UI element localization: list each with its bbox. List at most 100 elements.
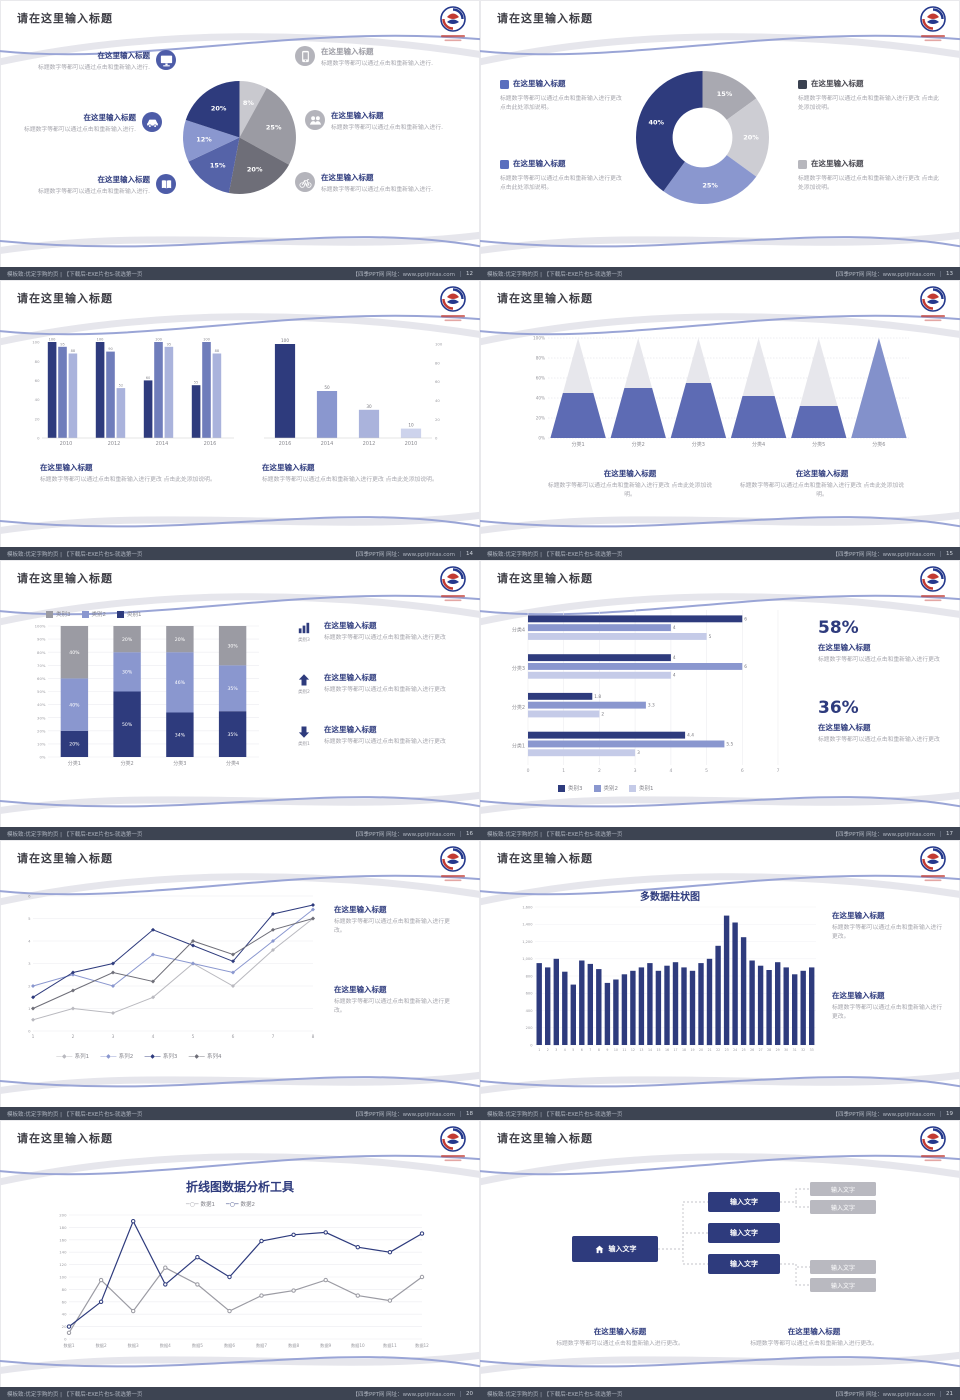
svg-text:4: 4 — [673, 625, 676, 631]
icon-label: 类别1 — [298, 742, 310, 747]
svg-text:9: 9 — [606, 1048, 608, 1052]
svg-text:80: 80 — [35, 359, 40, 364]
legend-label: 系列2 — [118, 1054, 134, 1060]
svg-text:40%: 40% — [37, 702, 46, 707]
check-item-title: 在这里输入标题 — [513, 159, 566, 168]
svg-text:50: 50 — [324, 385, 330, 390]
svg-text:15: 15 — [656, 1048, 660, 1052]
slide-title: 请在这里输入标题 — [17, 572, 113, 585]
svg-text:95: 95 — [167, 342, 172, 346]
page-number: 16 — [460, 830, 473, 837]
text-block-title: 在这里输入标题 — [787, 1327, 841, 1336]
svg-text:1: 1 — [28, 1006, 31, 1011]
legend-label: 类别3 — [56, 612, 71, 618]
legend-label: 类别1 — [127, 612, 142, 618]
svg-text:12: 12 — [631, 1048, 635, 1052]
svg-text:7: 7 — [272, 1034, 275, 1040]
footer-right-text: 【四季PPT网 网址：www.pptjintas.com — [832, 1391, 935, 1398]
stat-title: 在这里输入标题 — [818, 723, 871, 732]
text-block: 在这里输入标题 标题数字等都可以通过点击和重新输入进行更改。 — [334, 904, 460, 936]
svg-text:40: 40 — [435, 398, 440, 403]
stat-title: 在这里输入标题 — [818, 643, 871, 652]
svg-text:40%: 40% — [69, 650, 80, 656]
slide-17-hbar-stats[interactable]: 请在这里输入标题 0 1 2 3 4 5 6 7 分类4 6 4 5 分类3 4 6 4 分类2 1.8 3.3 2 分… — [480, 560, 960, 840]
text-block: 在这里输入标题 标题数字等都可以通过点击和重新输入进行更改 点击此处添加说明。 — [546, 468, 714, 500]
svg-text:60: 60 — [146, 376, 151, 380]
feature-title: 在这里输入标题 — [324, 621, 377, 630]
slide-16-stacked-bar[interactable]: 请在这里输入标题 类别3 类别2 类别1 100% 90% 80% 70% 60% 50%… — [0, 560, 480, 840]
svg-text:50%: 50% — [122, 722, 133, 728]
svg-text:分类2: 分类2 — [632, 441, 645, 448]
svg-text:3: 3 — [637, 750, 640, 756]
legend-item: —◆— 系列2 — [100, 1052, 134, 1061]
svg-text:20%: 20% — [247, 166, 263, 174]
svg-text:1,400: 1,400 — [522, 923, 533, 927]
feature-title: 在这里输入标题 — [324, 725, 377, 734]
svg-text:1: 1 — [562, 768, 565, 774]
slide-14-bar-charts[interactable]: 请在这里输入标题 100 80 60 40 20 0 100 95 88 2010 100 90 52 2… — [0, 280, 480, 560]
feature-title: 在这里输入标题 — [83, 113, 137, 122]
feature-title: 在这里输入标题 — [324, 673, 377, 682]
text-block: 在这里输入标题 标题数字等都可以通过点击和重新输入进行更改。 — [538, 1326, 702, 1349]
chart-legend: —◆— 系列1 —◆— 系列2 —◆— 系列3 —◆— 系列4 — [56, 1052, 222, 1061]
diagram-leaf-node: 输入文字 — [810, 1182, 876, 1196]
check-item: 在这里输入标题 标题数字等都可以通过点击和重新输入进行更改 点击此处添加说明。 — [798, 78, 940, 113]
feature-block: 在这里输入标题 标题数字等都可以通过点击和重新输入进行. — [24, 174, 176, 197]
svg-text:20%: 20% — [743, 134, 759, 142]
footer-left-text: 模板致:优定字购的页 | 【下载后-EXE片也S-就选第一页 — [7, 1111, 143, 1118]
svg-text:60: 60 — [435, 379, 440, 384]
node-label: 输入文字 — [830, 1186, 855, 1194]
node-label: 输入文字 — [730, 1198, 758, 1206]
svg-text:80%: 80% — [37, 650, 46, 655]
svg-text:16: 16 — [665, 1048, 669, 1052]
svg-text:20%: 20% — [122, 637, 133, 643]
svg-text:分类5: 分类5 — [812, 441, 825, 448]
icon-label: 类别2 — [298, 690, 310, 695]
legend-item: 类别3 — [46, 610, 71, 618]
diagram-node: 输入文字 — [708, 1254, 780, 1274]
page-number: 21 — [940, 1390, 953, 1397]
diagram-leaf-node: 输入文字 — [810, 1200, 876, 1214]
svg-text:0: 0 — [435, 436, 438, 441]
svg-text:2016: 2016 — [204, 441, 217, 447]
slide-19-column-chart[interactable]: 请在这里输入标题 多数据柱状图 1,600 1,400 1,200 1,000 800 6… — [480, 840, 960, 1120]
slide-20-line-analysis[interactable]: 请在这里输入标题 折线图数据分析工具 ─○─ 数据1 ─○─ 数据2 200 180 1… — [0, 1120, 480, 1400]
checkbox-checked-icon — [500, 160, 509, 176]
svg-text:40: 40 — [35, 397, 40, 402]
svg-text:4: 4 — [673, 673, 676, 679]
svg-text:100: 100 — [155, 338, 163, 342]
pyramid-chart: 100% 80% 60% 40% 20% 0% 分类1 分类2 分类3 分类4 分类5 分类6 — [522, 332, 917, 452]
svg-text:32: 32 — [801, 1048, 805, 1052]
bar-chart: 100 80 60 40 20 0 100 2016 50 2014 30 2012 10 2010 — [258, 334, 450, 448]
slide-15-pyramid-chart[interactable]: 请在这里输入标题 100% 80% 60% 40% 20% 0% 分类1 分类2 分类3 分类4 分… — [480, 280, 960, 560]
slide-12-pie-infographic[interactable]: 请在这里输入标题 8% 25% 20% 15% 12% 20% 在这里输入标题 标题数字等都… — [0, 0, 480, 280]
svg-text:20%: 20% — [536, 416, 545, 421]
svg-text:7: 7 — [589, 1048, 591, 1052]
legend-swatch — [558, 784, 565, 792]
check-item-body: 标题数字等都可以通过点击和重新输入进行更改 点击此处添加说明。 — [500, 95, 622, 111]
check-item-body: 标题数字等都可以通过点击和重新输入进行更改 点击此处添加说明。 — [500, 175, 622, 191]
svg-text:1.8: 1.8 — [594, 694, 601, 700]
slide-title: 请在这里输入标题 — [17, 852, 113, 865]
svg-text:0: 0 — [37, 436, 40, 441]
donut-chart: 15% 20% 25% 40% — [635, 70, 770, 205]
svg-text:160: 160 — [59, 1237, 67, 1242]
legend-item: 类别2 — [81, 610, 106, 618]
svg-text:20%: 20% — [37, 728, 46, 733]
feature-body: 标题数字等都可以通过点击和重新输入进行. — [321, 186, 433, 193]
svg-text:25%: 25% — [266, 124, 282, 132]
slide-title: 请在这里输入标题 — [497, 292, 593, 305]
slide-13-donut-checklist[interactable]: 请在这里输入标题 15% 20% 25% 40% 在这里输入标题 标题数字等都可以通过… — [480, 0, 960, 280]
svg-text:分类3: 分类3 — [692, 441, 705, 448]
svg-text:55: 55 — [194, 381, 199, 385]
text-block-title: 在这里输入标题 — [262, 463, 315, 472]
slide-21-flow-diagram[interactable]: 请在这里输入标题 输入文字 输入文字 输入文字 输入文字 输入文字 输入文字 输… — [480, 1120, 960, 1400]
svg-text:30%: 30% — [37, 715, 46, 720]
page-number: 19 — [940, 1110, 953, 1117]
slide-footer: 模板致:优定字购的页 | 【下载后-EXE片也S-就选第一页 【四季PPT网 网… — [480, 827, 960, 840]
feature-block: 在这里输入标题 标题数字等都可以通过点击和重新输入进行. — [24, 50, 176, 73]
legend-label: 系列3 — [162, 1054, 178, 1060]
svg-text:40: 40 — [62, 1312, 67, 1317]
